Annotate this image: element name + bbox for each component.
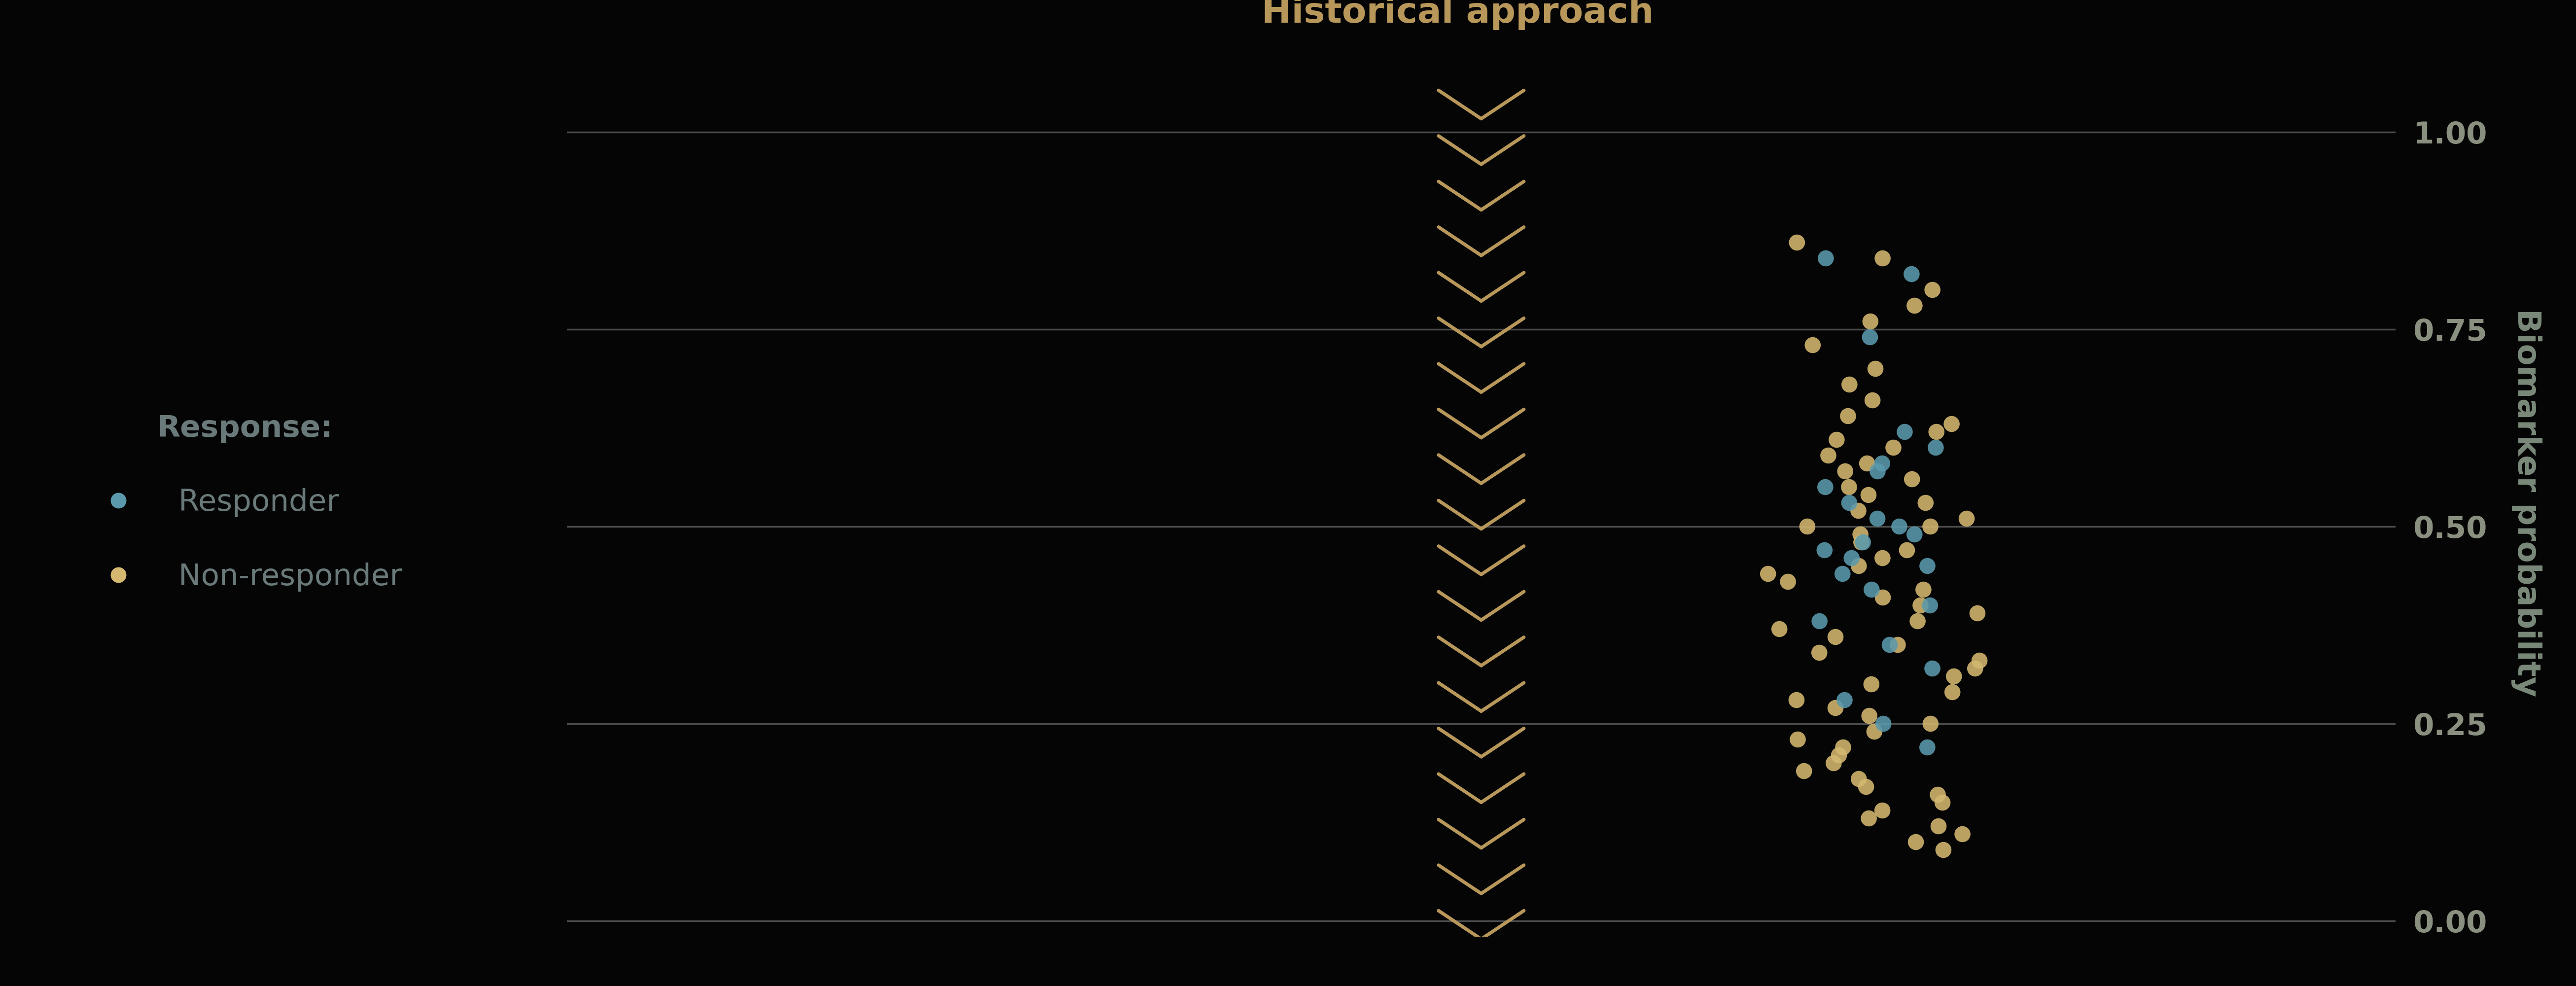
Point <box>1955 661 1996 676</box>
Point <box>1850 676 1891 692</box>
Point <box>1852 582 1893 598</box>
Point <box>1847 487 1888 503</box>
Point <box>1932 416 1973 432</box>
Point <box>1798 645 1839 661</box>
Text: Historical approach: Historical approach <box>1262 0 1654 30</box>
Point <box>1824 692 1865 708</box>
Point <box>1862 250 1904 266</box>
Point <box>1850 708 1891 724</box>
Point <box>1855 724 1896 740</box>
Point <box>1935 669 1976 684</box>
Point <box>1904 582 1945 598</box>
Point <box>1958 605 1999 621</box>
Point <box>1783 763 1824 779</box>
Point <box>1891 471 1932 487</box>
Point <box>1808 448 1850 463</box>
Point <box>1777 732 1819 747</box>
Point <box>1829 479 1870 495</box>
Point <box>1857 463 1899 479</box>
Point <box>1922 795 1963 810</box>
Y-axis label: Biomarker probability: Biomarker probability <box>2512 309 2543 697</box>
Point <box>1862 550 1904 566</box>
Point <box>1816 700 1857 716</box>
Point <box>1932 684 1973 700</box>
Point <box>1798 613 1839 629</box>
Point <box>1878 519 1919 534</box>
Point <box>1914 440 1955 456</box>
Point <box>1793 337 1834 353</box>
Point <box>1909 519 1950 534</box>
Point <box>1862 716 1904 732</box>
Point <box>1829 495 1870 511</box>
Point <box>1909 716 1950 732</box>
Point <box>1819 747 1860 763</box>
Point <box>1839 771 1880 787</box>
Point <box>1906 495 1947 511</box>
Point <box>1911 282 1953 298</box>
Point <box>1896 834 1937 850</box>
Point <box>1906 558 1947 574</box>
Point <box>1862 456 1904 471</box>
Point <box>1855 361 1896 377</box>
Point <box>1816 629 1857 645</box>
Point <box>1901 598 1942 613</box>
Legend: Responder, Non-responder: Responder, Non-responder <box>88 414 402 592</box>
Point <box>1847 810 1888 826</box>
Point <box>1850 314 1891 329</box>
Point <box>1862 803 1904 818</box>
Point <box>1919 818 1960 834</box>
Point <box>1806 479 1847 495</box>
Point <box>1850 329 1891 345</box>
Point <box>1878 637 1919 653</box>
Point <box>1945 511 1986 527</box>
Point <box>1837 503 1878 519</box>
Point <box>1777 235 1819 250</box>
Point <box>1767 574 1808 590</box>
Point <box>1759 621 1801 637</box>
Point <box>1844 779 1886 795</box>
Point <box>1824 740 1865 755</box>
Point <box>1857 511 1899 527</box>
Point <box>1870 637 1911 653</box>
Point <box>1775 692 1816 708</box>
Point <box>1862 590 1904 605</box>
Point <box>1852 392 1893 408</box>
Point <box>1842 534 1883 550</box>
Point <box>1806 250 1847 266</box>
Point <box>1788 519 1829 534</box>
Point <box>1826 408 1868 424</box>
Point <box>1824 463 1865 479</box>
Point <box>1842 534 1883 550</box>
Point <box>1891 266 1932 282</box>
Point <box>1847 456 1888 471</box>
Point <box>1917 787 1958 803</box>
Point <box>1896 613 1937 629</box>
Point <box>1829 377 1870 392</box>
Point <box>1917 424 1958 440</box>
Point <box>1821 566 1862 582</box>
Point <box>1906 740 1947 755</box>
Point <box>1814 755 1855 771</box>
Point <box>1832 550 1873 566</box>
Point <box>1883 424 1924 440</box>
Point <box>1839 527 1880 542</box>
Point <box>1958 653 1999 669</box>
Point <box>1873 440 1914 456</box>
Point <box>1803 542 1844 558</box>
Point <box>1839 558 1880 574</box>
Point <box>1911 661 1953 676</box>
Point <box>1886 542 1927 558</box>
Point <box>1816 432 1857 448</box>
Point <box>1893 527 1935 542</box>
Point <box>1909 598 1950 613</box>
Point <box>1747 566 1788 582</box>
Point <box>1893 298 1935 314</box>
Point <box>1942 826 1984 842</box>
Point <box>1922 842 1963 858</box>
